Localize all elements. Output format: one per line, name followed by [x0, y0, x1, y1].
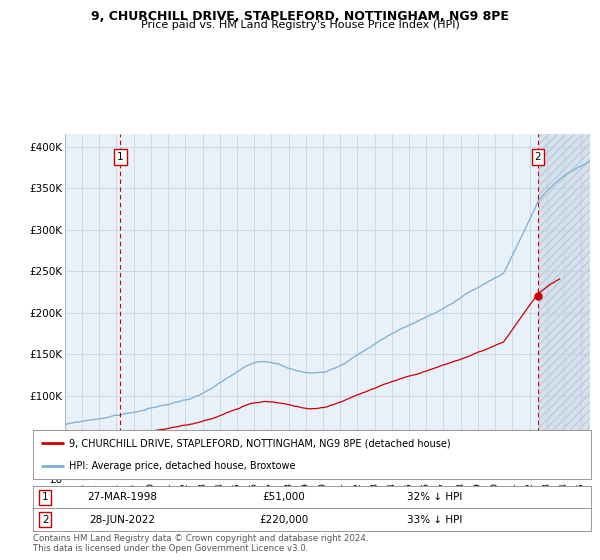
Text: £220,000: £220,000	[259, 515, 309, 525]
Text: £51,000: £51,000	[263, 492, 305, 502]
Text: 28-JUN-2022: 28-JUN-2022	[89, 515, 155, 525]
Text: 2: 2	[535, 152, 541, 162]
Text: 9, CHURCHILL DRIVE, STAPLEFORD, NOTTINGHAM, NG9 8PE: 9, CHURCHILL DRIVE, STAPLEFORD, NOTTINGH…	[91, 10, 509, 22]
Text: 1: 1	[117, 152, 124, 162]
Text: Contains HM Land Registry data © Crown copyright and database right 2024.
This d: Contains HM Land Registry data © Crown c…	[33, 534, 368, 553]
Text: 1: 1	[42, 492, 49, 502]
Text: 33% ↓ HPI: 33% ↓ HPI	[407, 515, 463, 525]
Text: 32% ↓ HPI: 32% ↓ HPI	[407, 492, 463, 502]
Text: Price paid vs. HM Land Registry's House Price Index (HPI): Price paid vs. HM Land Registry's House …	[140, 20, 460, 30]
Text: 2: 2	[42, 515, 49, 525]
Text: 27-MAR-1998: 27-MAR-1998	[87, 492, 157, 502]
Text: HPI: Average price, detached house, Broxtowe: HPI: Average price, detached house, Brox…	[69, 461, 296, 471]
Bar	[538, 134, 600, 479]
Text: 9, CHURCHILL DRIVE, STAPLEFORD, NOTTINGHAM, NG9 8PE (detached house): 9, CHURCHILL DRIVE, STAPLEFORD, NOTTINGH…	[69, 438, 451, 449]
